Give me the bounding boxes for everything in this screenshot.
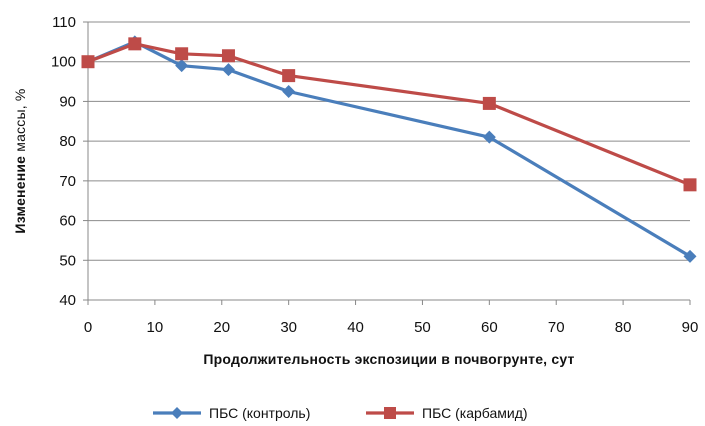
x-tick-label: 70 xyxy=(548,319,565,336)
marker-square xyxy=(81,55,95,69)
marker-square xyxy=(482,96,496,110)
x-tick-labels: 0 10 20 30 40 50 60 70 80 90 xyxy=(84,319,699,336)
x-tick-label: 20 xyxy=(213,319,230,336)
legend-item-2: ПБС (карбамид) xyxy=(366,405,528,421)
x-tick-label: 10 xyxy=(147,319,164,336)
marker-diamond xyxy=(282,85,296,98)
x-axis-title: Продолжительность экспозиции в почвогрун… xyxy=(203,351,574,367)
y-tick-label: 50 xyxy=(59,252,76,269)
y-tick-label: 100 xyxy=(51,54,76,71)
marker-square xyxy=(683,178,697,192)
x-tick-label: 90 xyxy=(682,319,699,336)
x-tick-label: 30 xyxy=(280,319,297,336)
marker-square xyxy=(221,49,235,63)
y-tick-label: 70 xyxy=(59,173,76,190)
marker-square xyxy=(282,69,296,83)
y-axis-title-bold: Изменение xyxy=(12,156,28,234)
x-tick-label: 50 xyxy=(414,319,431,336)
axes xyxy=(87,22,690,301)
marker-diamond xyxy=(482,130,496,144)
marker-diamond xyxy=(683,249,697,263)
legend-label: ПБС (карбамид) xyxy=(422,405,528,421)
series-2 xyxy=(81,37,697,192)
gridlines xyxy=(83,21,691,305)
series-group xyxy=(81,35,697,263)
y-axis-title-rest: массы, % xyxy=(12,88,28,155)
legend-item-1: ПБС (контроль) xyxy=(153,405,310,421)
x-tick-label: 0 xyxy=(84,319,92,336)
y-tick-label: 60 xyxy=(59,213,76,230)
marker-diamond xyxy=(175,59,189,73)
marker-square xyxy=(175,47,189,61)
x-tick-label: 60 xyxy=(481,319,498,336)
x-tick-label: 80 xyxy=(615,319,632,336)
y-tick-label: 110 xyxy=(52,14,76,31)
y-axis-title: Изменение массы, % xyxy=(12,88,28,233)
x-tick-label: 40 xyxy=(347,319,364,336)
marker-square xyxy=(384,407,396,419)
marker-diamond xyxy=(171,407,183,419)
y-tick-label: 80 xyxy=(59,133,76,150)
legend: ПБС (контроль) ПБС (карбамид) xyxy=(153,405,528,421)
y-tick-label: 90 xyxy=(59,93,76,110)
marker-diamond xyxy=(221,63,235,77)
y-tick-label: 40 xyxy=(59,292,76,309)
marker-square xyxy=(128,37,142,51)
y-tick-labels: 40 50 60 70 80 90 100 110 xyxy=(51,14,76,309)
legend-label: ПБС (контроль) xyxy=(209,405,310,421)
